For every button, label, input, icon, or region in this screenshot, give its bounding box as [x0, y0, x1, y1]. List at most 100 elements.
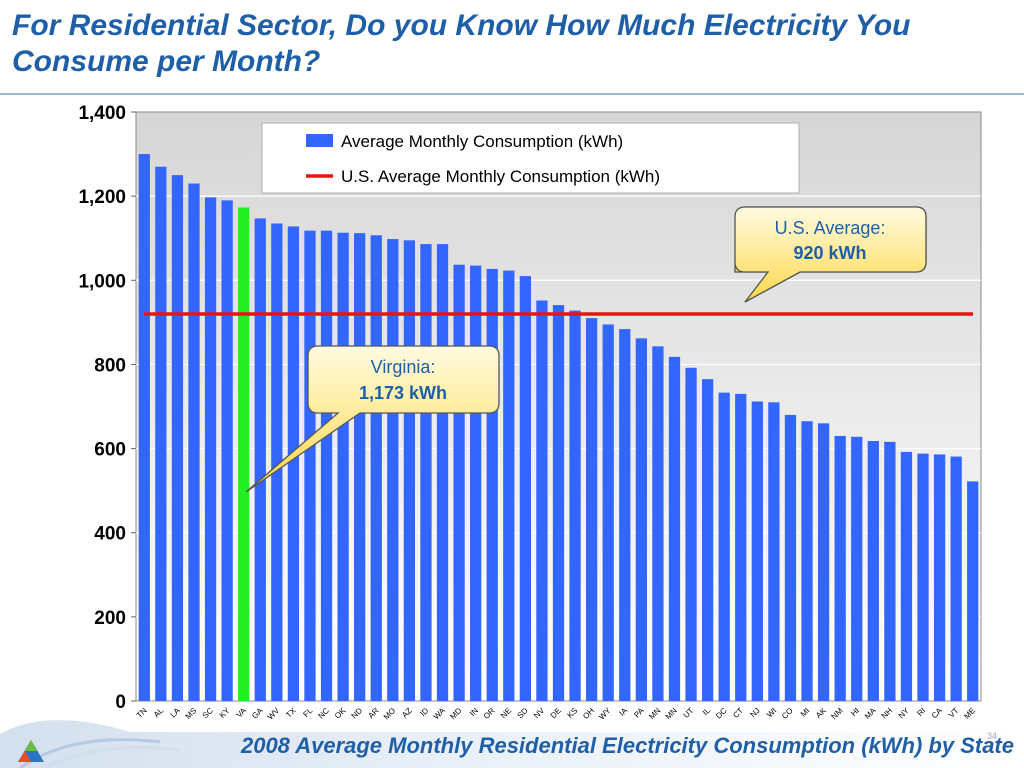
bar-ak: [817, 423, 830, 701]
bar-vt: [950, 456, 962, 701]
x-tick-label: MN: [664, 706, 679, 721]
x-tick-label: WA: [432, 706, 448, 722]
bar-hi: [851, 436, 863, 701]
bar-la: [171, 175, 184, 701]
y-tick-label: 800: [94, 355, 126, 376]
x-tick-label: NV: [532, 706, 547, 721]
bar-ga: [254, 218, 266, 701]
bar-nv: [536, 300, 548, 701]
bar-mn: [668, 356, 681, 701]
bar-dc: [718, 392, 730, 701]
y-tick-label: 600: [94, 440, 126, 461]
bar-ok: [337, 232, 349, 701]
x-tick-label: MO: [382, 706, 397, 721]
x-tick-label: DC: [714, 706, 729, 721]
x-tick-label: PA: [632, 706, 646, 720]
x-tick-label: DE: [549, 706, 563, 720]
page-number: 34: [987, 731, 998, 741]
legend-bar-swatch: [306, 134, 333, 147]
x-tick-label: NM: [829, 706, 844, 721]
bar-mi: [801, 421, 813, 701]
bar-ms: [188, 183, 200, 701]
bar-mo: [387, 239, 399, 701]
bar-tn: [138, 154, 150, 702]
bar-sc: [204, 197, 217, 701]
x-tick-label: ND: [350, 706, 365, 721]
x-tick-label: KY: [218, 706, 232, 720]
x-tick-label: LA: [169, 706, 183, 720]
bar-sd: [519, 276, 531, 701]
us-average-callout-line1: U.S. Average:: [775, 218, 886, 238]
x-axis-labels: TN AL LA MS SC KY VA GA WV TX FL NC OK ND AR MO AZ ID WA MD…: [135, 706, 977, 722]
x-tick-label: MN: [647, 706, 662, 721]
footer-decoration: [0, 720, 1024, 768]
x-tick-label: IN: [468, 706, 480, 718]
x-tick-label: IL: [701, 706, 712, 717]
bar-va: [238, 207, 250, 701]
x-tick-label: AZ: [400, 706, 414, 720]
bar-wa: [436, 244, 449, 701]
x-tick-label: TN: [135, 706, 149, 720]
bar-az: [403, 240, 416, 701]
bar-wi: [768, 402, 780, 701]
bar-mn: [652, 346, 664, 701]
x-tick-label: NC: [316, 706, 331, 721]
x-tick-label: TX: [284, 706, 298, 720]
bar-ma: [867, 440, 879, 701]
bar-nd: [354, 233, 366, 701]
virginia-callout-line1: Virginia:: [371, 357, 436, 377]
bar-tx: [287, 226, 300, 702]
bar-il: [701, 379, 714, 701]
x-tick-label: NE: [499, 706, 513, 720]
x-tick-label: CA: [930, 706, 945, 721]
y-tick-label: 200: [94, 608, 126, 629]
x-tick-label: CO: [780, 706, 795, 721]
x-tick-label: CT: [731, 706, 745, 720]
bar-ar: [370, 235, 382, 701]
legend: Average Monthly Consumption (kWh) U.S. A…: [261, 122, 800, 194]
us-average-callout: U.S. Average: 920 kWh: [734, 206, 927, 303]
bar-ct: [735, 393, 747, 701]
x-tick-label: WV: [266, 706, 282, 722]
x-tick-label: AR: [366, 706, 380, 720]
bar-ne: [503, 270, 515, 701]
y-axis: 0 200 400 600 800 1,000 1,200 1,400: [78, 103, 136, 713]
bar-ut: [685, 367, 697, 701]
x-tick-label: UT: [682, 706, 696, 720]
bar-in: [470, 265, 482, 701]
x-tick-label: OH: [581, 706, 596, 721]
legend-bar-label: Average Monthly Consumption (kWh): [341, 132, 623, 151]
bar-fl: [304, 230, 316, 702]
bars: [138, 154, 979, 702]
x-tick-label: VT: [947, 706, 961, 720]
x-tick-label: WY: [597, 706, 613, 722]
x-tick-label: AL: [152, 706, 166, 720]
x-tick-label: HI: [849, 706, 861, 718]
bar-nj: [751, 401, 763, 701]
x-tick-label: RI: [915, 706, 927, 718]
x-tick-label: NY: [897, 706, 912, 721]
bar-id: [420, 244, 432, 701]
legend-line-label: U.S. Average Monthly Consumption (kWh): [341, 167, 660, 186]
bar-nh: [884, 441, 896, 701]
y-tick-label: 400: [94, 524, 126, 545]
bar-ri: [917, 453, 929, 701]
bar-or: [486, 268, 498, 701]
x-tick-label: VA: [235, 706, 249, 720]
bar-me: [967, 481, 979, 701]
bar-al: [155, 166, 167, 701]
x-tick-label: KS: [566, 706, 580, 720]
x-tick-label: NH: [880, 706, 895, 721]
virginia-callout: Virginia: 1,173 kWh: [245, 345, 500, 493]
x-tick-label: AK: [814, 706, 828, 720]
bar-nc: [320, 230, 333, 702]
x-tick-label: ME: [962, 706, 977, 721]
x-tick-label: SD: [516, 706, 530, 720]
bar-ny: [900, 451, 913, 701]
y-tick-label: 0: [115, 692, 126, 713]
bar-oh: [586, 318, 598, 701]
y-tick-label: 1,400: [78, 103, 126, 124]
bar-pa: [635, 338, 647, 701]
y-tick-label: 1,000: [78, 271, 126, 292]
